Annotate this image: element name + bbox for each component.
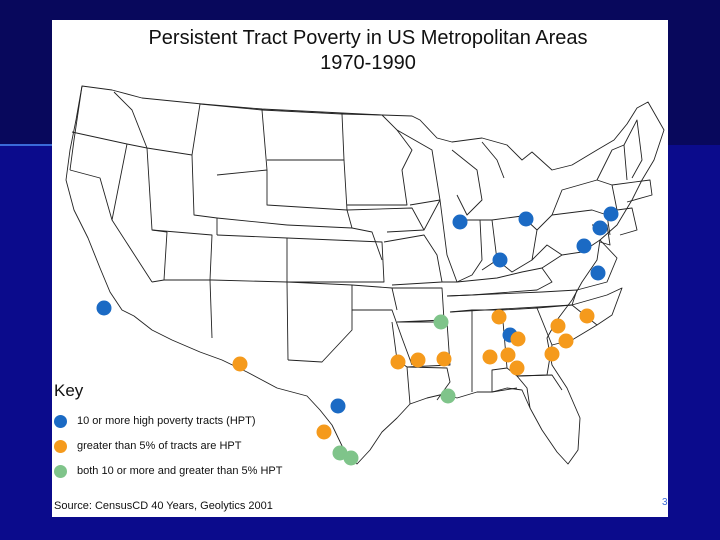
legend-swatch (54, 439, 67, 453)
map-title: Persistent Tract Poverty in US Metropoli… (148, 27, 588, 49)
marker-hpt-count (96, 300, 112, 316)
marker-hpt-count (518, 211, 534, 227)
marker-hpt-share (509, 360, 525, 376)
legend-swatch (54, 414, 67, 428)
marker-hpt-count (452, 214, 468, 230)
source-citation: Source: CensusCD 40 Years, Geolytics 200… (54, 500, 273, 512)
marker-hpt-share (544, 346, 560, 362)
marker-hpt-share (390, 354, 406, 370)
accent-line (0, 144, 60, 146)
slide-number: 3 (662, 497, 668, 508)
metro-markers (96, 206, 619, 466)
marker-hpt-share (410, 352, 426, 368)
marker-hpt-count (330, 398, 346, 414)
map-subtitle-years: 1970-1990 (320, 52, 416, 74)
marker-hpt-share (510, 331, 526, 347)
legend-item-hpt-share: greater than 5% of tracts are HPT (54, 438, 241, 454)
marker-hpt-share (482, 349, 498, 365)
marker-hpt-share (558, 333, 574, 349)
state-borders (65, 85, 665, 465)
legend-label: 10 or more high poverty tracts (HPT) (77, 415, 256, 427)
marker-hpt-count (590, 265, 606, 281)
legend-item-hpt-both: both 10 or more and greater than 5% HPT (54, 463, 282, 479)
marker-hpt-share (491, 309, 507, 325)
marker-hpt-count (492, 252, 508, 268)
marker-hpt-count (592, 220, 608, 236)
marker-hpt-both (343, 450, 359, 466)
marker-hpt-count (603, 206, 619, 222)
marker-hpt-share (579, 308, 595, 324)
us-states-map (65, 85, 665, 466)
marker-hpt-share (500, 347, 516, 363)
map-panel: Persistent Tract Poverty in US Metropoli… (52, 20, 668, 517)
marker-hpt-both (433, 314, 449, 330)
legend-title: Key (54, 381, 84, 400)
legend-swatch (54, 464, 67, 478)
marker-hpt-count (576, 238, 592, 254)
legend-label: both 10 or more and greater than 5% HPT (77, 465, 283, 477)
marker-hpt-share (232, 356, 248, 372)
us-outline (65, 85, 665, 465)
marker-hpt-both (440, 388, 456, 404)
legend-label: greater than 5% of tracts are HPT (77, 440, 242, 452)
legend-item-hpt-count: 10 or more high poverty tracts (HPT) (54, 413, 256, 429)
marker-hpt-share (316, 424, 332, 440)
marker-hpt-share (436, 351, 452, 367)
marker-hpt-share (550, 318, 566, 334)
